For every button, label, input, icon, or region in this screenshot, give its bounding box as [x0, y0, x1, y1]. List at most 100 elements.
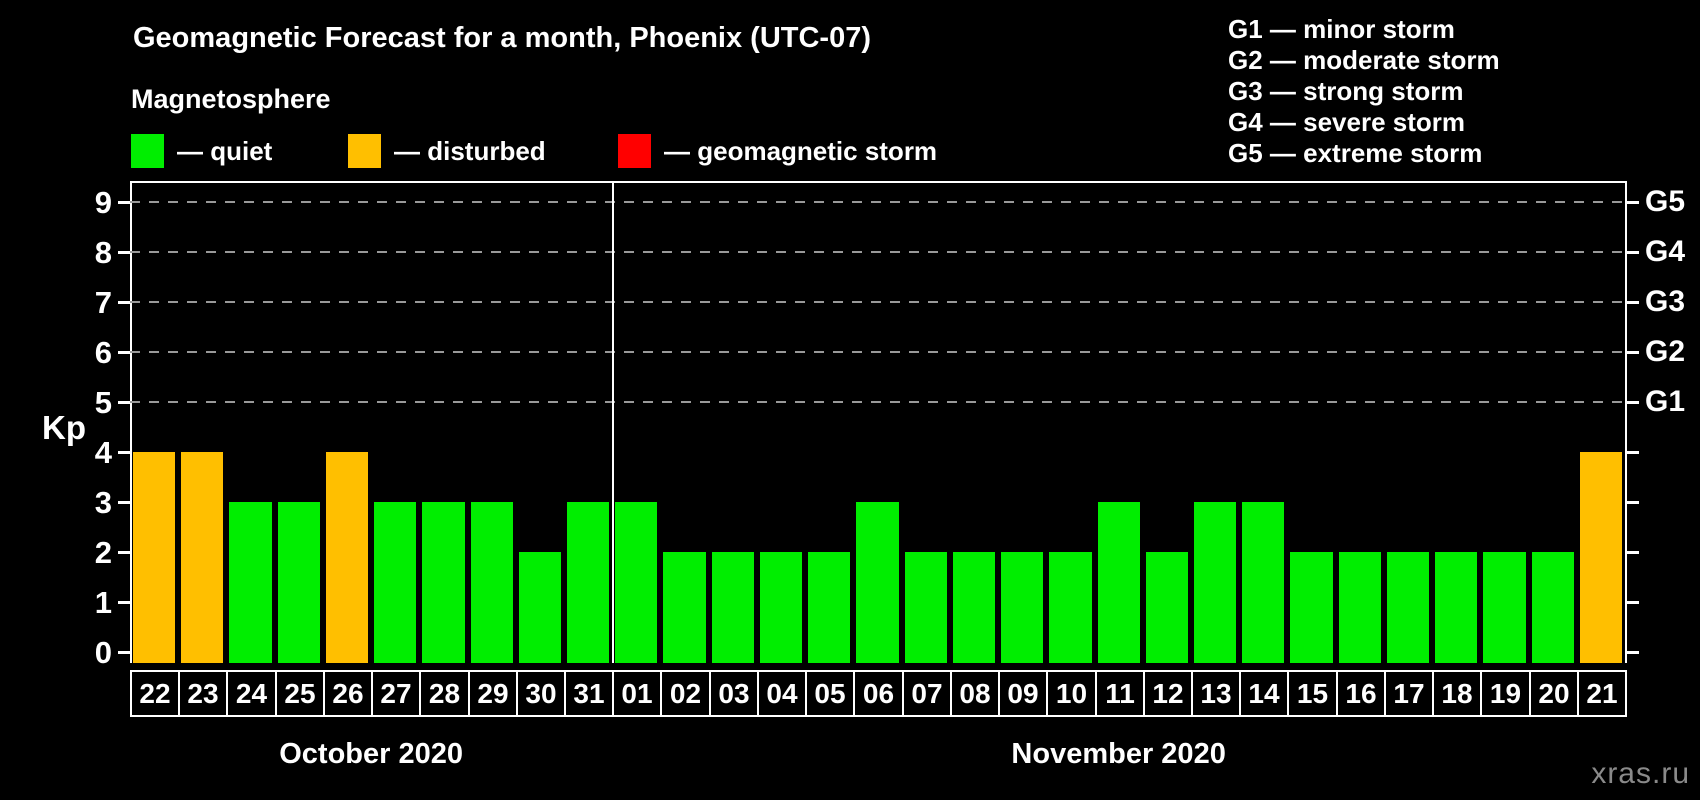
kp-gridline	[130, 301, 1625, 303]
kp-bar	[1242, 502, 1285, 663]
watermark: xras.ru	[1591, 757, 1690, 790]
kp-tick-right	[1627, 201, 1639, 204]
day-label-cell: 10	[1046, 670, 1097, 717]
day-label-cell: 11	[1095, 670, 1145, 717]
kp-tick-left	[118, 651, 130, 654]
kp-bar	[1386, 552, 1430, 663]
kp-bar	[711, 552, 754, 663]
g-axis-label: G4	[1645, 235, 1686, 268]
legend-swatch-storm-icon	[618, 134, 651, 168]
month-label: October 2020	[279, 738, 464, 770]
legend-swatch-disturbed-icon	[348, 134, 381, 168]
kp-bar	[1145, 552, 1188, 663]
day-label-cell: 29	[468, 670, 518, 717]
day-label-cell: 30	[516, 670, 566, 717]
page-title: Geomagnetic Forecast for a month, Phoeni…	[133, 22, 871, 54]
day-label-cell: 31	[564, 670, 614, 717]
kp-bar	[1483, 552, 1526, 663]
kp-bar	[1531, 552, 1574, 663]
day-label-cell: 26	[323, 670, 373, 717]
kp-bar	[952, 552, 996, 663]
day-label-cell: 25	[275, 670, 325, 717]
day-label-cell: 05	[805, 670, 855, 717]
g-scale-legend: G1 — minor storm G2 — moderate storm G3 — …	[1228, 14, 1500, 169]
kp-tick-label: 7	[94, 285, 112, 320]
kp-tick-left	[118, 301, 130, 304]
day-label-cell: 09	[998, 670, 1048, 717]
kp-bar	[1001, 552, 1044, 663]
kp-bar	[277, 502, 320, 663]
kp-bar	[759, 552, 803, 663]
kp-bar	[1435, 552, 1478, 663]
kp-bar	[374, 502, 417, 663]
kp-bar	[518, 552, 562, 663]
day-label-cell: 28	[419, 670, 470, 717]
kp-tick-right	[1627, 451, 1639, 454]
day-label-cell: 23	[178, 670, 228, 717]
kp-tick-label: 4	[94, 435, 112, 470]
g-axis-label: G2	[1645, 335, 1686, 368]
day-label-cell: 17	[1384, 670, 1434, 717]
day-label-cell: 19	[1480, 670, 1531, 717]
day-label-cell: 07	[902, 670, 952, 717]
kp-bar	[229, 502, 272, 663]
kp-bar	[615, 502, 658, 663]
kp-tick-right	[1627, 601, 1639, 604]
kp-tick-right	[1627, 551, 1639, 554]
kp-tick-right	[1627, 251, 1639, 254]
kp-tick-left	[118, 251, 130, 254]
legend-swatch-quiet-icon	[131, 134, 164, 168]
day-label-cell: 03	[709, 670, 759, 717]
day-label-cell: 24	[226, 670, 277, 717]
kp-tick-right	[1627, 301, 1639, 304]
kp-gridline	[130, 401, 1625, 403]
kp-bar	[663, 552, 706, 663]
kp-bar	[1290, 552, 1333, 663]
kp-tick-right	[1627, 351, 1639, 354]
kp-bar	[1049, 552, 1092, 663]
kp-bar	[856, 502, 899, 663]
day-label-cell: 06	[853, 670, 904, 717]
kp-tick-left	[118, 201, 130, 204]
day-label-cell: 21	[1577, 670, 1627, 717]
kp-bar	[133, 452, 176, 663]
g-axis-label: G1	[1645, 385, 1686, 418]
day-label-cell: 02	[660, 670, 711, 717]
day-label-cell: 22	[130, 670, 180, 717]
g-scale-item: G3 — strong storm	[1228, 76, 1464, 106]
g-scale-item: G5 — extreme storm	[1228, 138, 1483, 168]
day-label-cell: 08	[950, 670, 1000, 717]
g-scale-item: G2 — moderate storm	[1228, 45, 1500, 75]
kp-axis-label: Kp	[42, 409, 86, 446]
kp-bar	[1338, 552, 1381, 663]
day-label-cell: 04	[757, 670, 807, 717]
plot-frame-right	[1625, 181, 1627, 663]
day-label-cell: 18	[1432, 670, 1482, 717]
magnetosphere-subtitle: Magnetosphere	[131, 84, 331, 114]
g-axis-label: G5	[1645, 185, 1686, 218]
legend-item-disturbed: — disturbed	[348, 134, 546, 168]
kp-tick-label: 9	[94, 185, 112, 220]
g-scale-item: G4 — severe storm	[1228, 107, 1466, 137]
kp-tick-label: 3	[94, 485, 112, 520]
kp-tick-label: 1	[94, 585, 112, 620]
kp-bar	[808, 552, 851, 663]
day-label-cell: 20	[1529, 670, 1579, 717]
kp-gridline	[130, 201, 1625, 203]
kp-tick-right	[1627, 501, 1639, 504]
kp-tick-left	[118, 351, 130, 354]
day-label-cell: 13	[1191, 670, 1241, 717]
kp-gridline	[130, 251, 1625, 253]
kp-tick-right	[1627, 401, 1639, 404]
day-label-cell: 14	[1239, 670, 1289, 717]
kp-bar	[904, 552, 947, 663]
legend-label-storm: — geomagnetic storm	[664, 135, 938, 166]
kp-tick-label: 6	[94, 335, 112, 370]
kp-bar	[567, 502, 610, 663]
plot-frame-top	[130, 181, 1627, 183]
day-label-cell: 27	[371, 670, 421, 717]
month-label: November 2020	[1011, 738, 1226, 770]
kp-bar	[325, 452, 369, 663]
kp-tick-left	[118, 501, 130, 504]
